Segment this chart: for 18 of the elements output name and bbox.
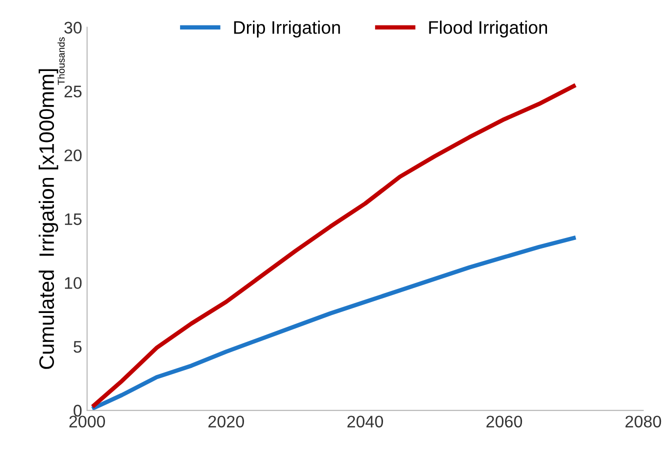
y-axis-title: Cumulated Irrigation [x1000mm] xyxy=(38,69,58,369)
legend-label: Drip Irrigation xyxy=(234,20,340,38)
y-tick-label: 25 xyxy=(64,86,82,98)
y-tick-label: 0 xyxy=(74,404,82,417)
line-series xyxy=(92,236,576,410)
y-tick-label: 15 xyxy=(64,213,82,226)
x-tick-label: 2000 xyxy=(69,416,105,428)
y-tick-label: 10 xyxy=(64,277,82,289)
x-tick-label: 2020 xyxy=(208,416,244,428)
legend-label: Flood Irrigation xyxy=(429,20,547,38)
y-tick-label: 30 xyxy=(64,22,82,34)
y-tick-label: 5 xyxy=(74,341,82,353)
x-tick-label: 2080 xyxy=(626,416,662,428)
line-series xyxy=(92,84,576,408)
text: Thousands xyxy=(58,37,65,85)
x-tick-label: 2060 xyxy=(486,416,522,428)
y-tick-label: 20 xyxy=(64,149,82,162)
x-tick-label: 2040 xyxy=(347,416,384,428)
